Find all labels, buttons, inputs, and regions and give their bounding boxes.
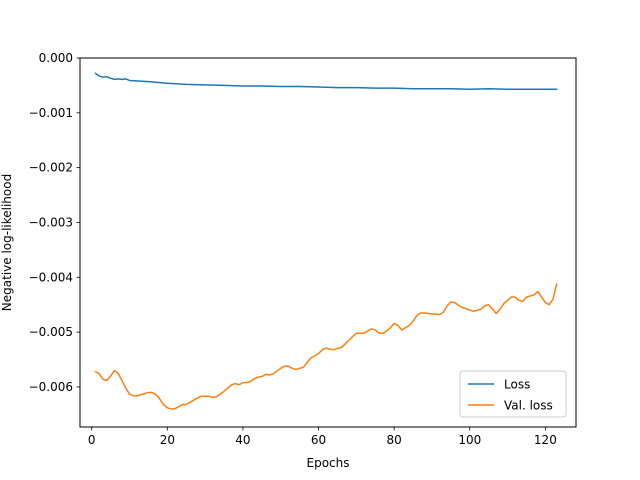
y-tick-label: −0.006 bbox=[29, 380, 73, 394]
legend-label-loss: Loss bbox=[504, 378, 530, 392]
x-tick-label: 100 bbox=[458, 433, 481, 447]
series-line-val-loss bbox=[94, 283, 558, 410]
x-tick-label: 120 bbox=[534, 433, 557, 447]
y-tick-label: −0.002 bbox=[29, 161, 73, 175]
series-line-loss bbox=[94, 72, 558, 90]
y-axis-label: Negative log-likelihood bbox=[0, 174, 14, 311]
x-axis-label: Epochs bbox=[307, 456, 350, 470]
plot-area bbox=[80, 58, 576, 427]
series-layer bbox=[94, 72, 558, 410]
x-axis: 0 20 40 60 80 100 120 bbox=[88, 427, 557, 447]
y-tick-label: −0.005 bbox=[29, 325, 73, 339]
y-tick-label: −0.003 bbox=[29, 215, 73, 229]
y-tick-label: −0.001 bbox=[29, 106, 73, 120]
x-tick-label: 40 bbox=[235, 433, 250, 447]
x-tick-label: 60 bbox=[311, 433, 326, 447]
y-tick-label: 0.000 bbox=[39, 51, 73, 65]
x-tick-label: 20 bbox=[160, 433, 175, 447]
legend: Loss Val. loss bbox=[459, 370, 567, 418]
x-tick-label: 0 bbox=[88, 433, 96, 447]
x-tick-label: 80 bbox=[387, 433, 402, 447]
axes-frame bbox=[79, 57, 577, 428]
y-axis: 0.000 −0.001 −0.002 −0.003 −0.004 −0.005 −0.00… bbox=[29, 51, 80, 394]
legend-label-val-loss: Val. loss bbox=[504, 399, 553, 413]
y-tick-label: −0.004 bbox=[29, 270, 73, 284]
